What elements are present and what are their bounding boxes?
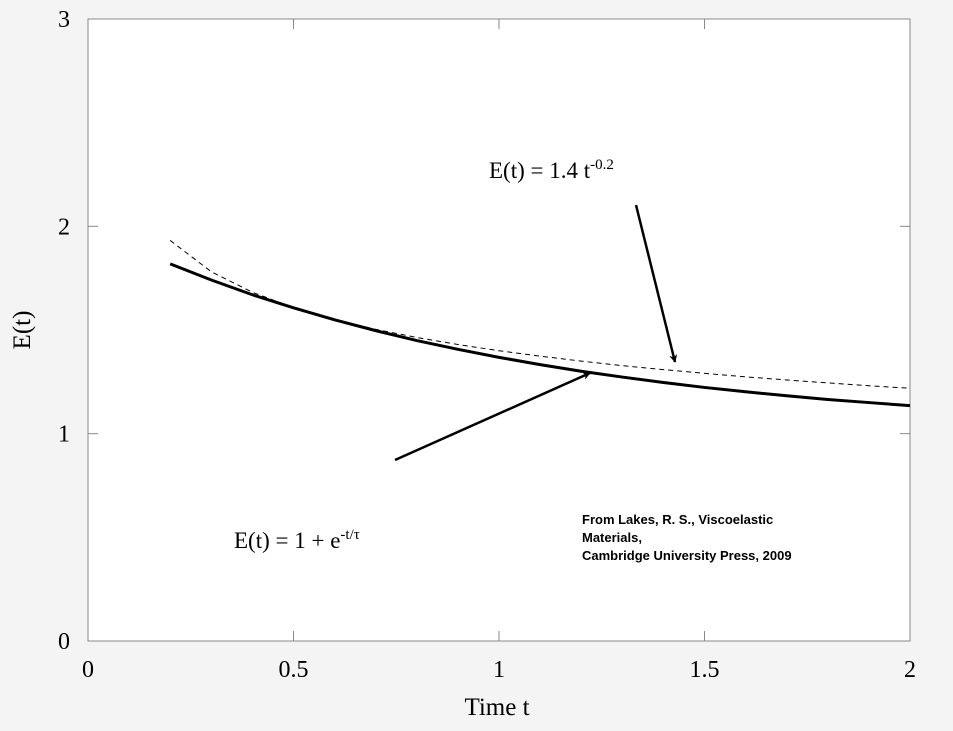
x-axis-label: Time t <box>464 694 529 721</box>
x-tick-label: 1.5 <box>690 657 720 683</box>
credit: Cambridge University Press, 2009 <box>582 548 792 563</box>
credit: Materials, <box>582 530 642 545</box>
plot-area <box>87 18 911 642</box>
x-tick-label: 0 <box>82 657 94 683</box>
credit: From Lakes, R. S., Viscoelastic <box>582 512 773 527</box>
arrow <box>394 371 591 462</box>
line <box>169 240 911 389</box>
x-tick-label: 1 <box>493 657 505 683</box>
y-tick-label: 2 <box>58 214 70 240</box>
y-tick-label: 0 <box>58 629 70 655</box>
annotation: E(t) = 1.4 t-0.2 <box>489 157 614 183</box>
x-tick-label: 2 <box>904 657 916 683</box>
arrow <box>634 204 678 363</box>
ticks: 0 0.5 1 1.5 2 0 1 2 3 <box>58 7 916 683</box>
y-axis-label: E(t) <box>9 311 36 350</box>
annotation: E(t) = 1 + e-t/τ <box>234 527 360 553</box>
line <box>169 262 911 408</box>
y-tick-label: 3 <box>58 7 70 33</box>
y-tick-label: 1 <box>58 422 70 448</box>
x-tick-label: 0.5 <box>279 657 309 683</box>
lines <box>169 240 911 408</box>
